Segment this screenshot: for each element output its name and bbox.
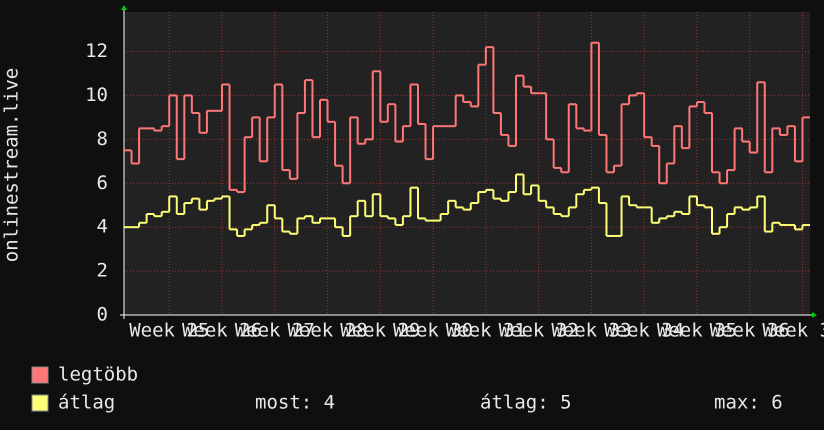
stat-max: max: 6 [714, 392, 783, 414]
x-tick-label: Week 34 [604, 320, 684, 342]
stat-now: most: 4 [255, 392, 335, 414]
x-tick-label: Week 30 [393, 320, 473, 342]
plot-area [124, 12, 810, 315]
y-tick-label: 6 [97, 172, 108, 194]
y-tick-label: 4 [97, 216, 108, 238]
x-tick-label: Week 29 [340, 320, 420, 342]
x-tick-label: Week 36 [710, 320, 790, 342]
y-tick-label: 0 [97, 304, 108, 326]
legend-label: átlag [58, 392, 115, 414]
x-tick-label: Week 27 [235, 320, 315, 342]
y-tick-label: 10 [85, 84, 108, 106]
x-tick-label: Week 26 [182, 320, 262, 342]
legend-swatch [31, 394, 49, 412]
x-tick-label: Week 35 [657, 320, 737, 342]
x-tick-label: Week 37 [762, 320, 824, 342]
y-tick-label: 2 [97, 260, 108, 282]
axis-arrow [812, 312, 817, 318]
y-axis-title: onlinestream.live [1, 68, 23, 262]
x-tick-label: Week 33 [551, 320, 631, 342]
axis-arrow [121, 5, 127, 10]
legend-swatch [31, 366, 49, 384]
x-tick-label: Week 25 [129, 320, 209, 342]
y-tick-label: 8 [97, 128, 108, 150]
x-tick-label: Week 31 [446, 320, 526, 342]
x-tick-label: Week 32 [499, 320, 579, 342]
legend-label: legtöbb [58, 364, 138, 386]
x-tick-label: Week 28 [287, 320, 367, 342]
stat-average: átlag: 5 [480, 392, 572, 414]
y-tick-label: 12 [85, 40, 108, 62]
